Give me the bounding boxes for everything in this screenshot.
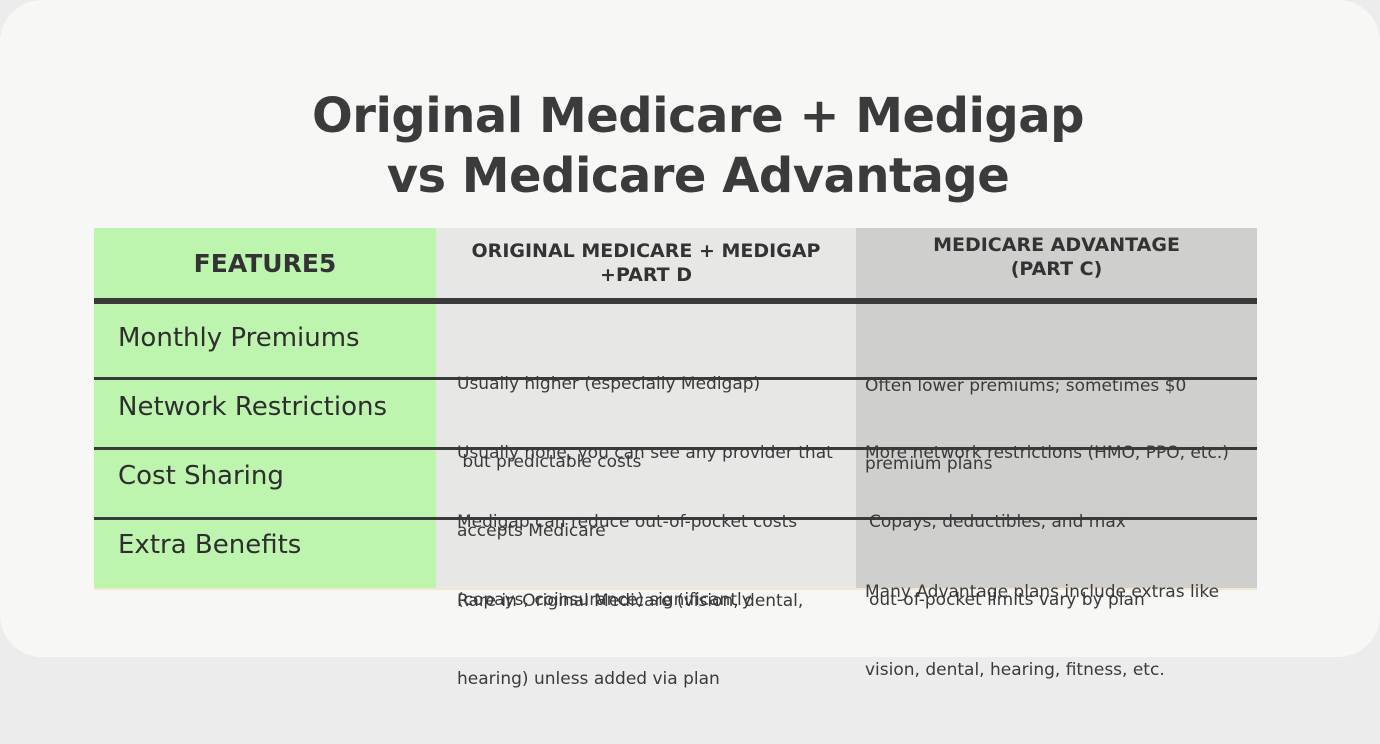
header-feature: FEATURE5 [193, 248, 337, 278]
original-medicare-column [436, 228, 856, 588]
medicare-advantage-column [856, 228, 1257, 588]
cell-original-extra-benefits: Rare in Original Medicare (vision, denta… [457, 536, 852, 744]
cell-line: More network restrictions (HMO, PPO, etc… [865, 443, 1229, 463]
infographic-card: Original Medicare + Medigap vs Medicare … [0, 0, 1380, 689]
feature-network-restrictions: Network Restrictions [118, 392, 388, 422]
feature-column [94, 228, 436, 588]
page-title: Original Medicare + Medigap vs Medicare … [0, 86, 1380, 206]
comparison-table: FEATURE5 ORIGINAL MEDICARE + MEDIGAP +PA… [94, 228, 1257, 689]
title-line-2: vs Medicare Advantage [386, 148, 1010, 204]
header-original-line-1: ORIGINAL MEDICARE + MEDIGAP [471, 240, 821, 262]
cell-line: vision, dental, hearing, fitness, etc. [865, 660, 1165, 680]
header-medicare-advantage: MEDICARE ADVANTAGE (PART C) [856, 222, 1257, 292]
cell-original-monthly-premiums: Usually higher (especially Medigap) but … [457, 319, 852, 527]
cell-line: (copays, coinsurance) significantly [457, 590, 752, 610]
cell-line: accepts Medicare [457, 521, 606, 541]
cell-line: Rare in Original Medicare (vision, denta… [457, 591, 804, 611]
cell-line: Usually higher (especially Medigap) [457, 374, 761, 394]
cell-advantage-extra-benefits: Many Advantage plans include extras like… [865, 527, 1255, 735]
cell-original-network-restrictions: Usually none, you can see any provider t… [457, 388, 852, 596]
cell-line: out-of-pocket limits vary by plan [869, 590, 1145, 610]
header-divider [94, 298, 1257, 304]
row-divider [94, 447, 1257, 450]
cell-line: hearing) unless added via plan [457, 669, 720, 689]
feature-extra-benefits: Extra Benefits [118, 530, 302, 560]
title-line-1: Original Medicare + Medigap [311, 88, 1085, 144]
cell-advantage-network-restrictions: More network restrictions (HMO, PPO, etc… [865, 388, 1255, 518]
header-original-line-2: +PART D [600, 264, 692, 286]
row-divider [94, 517, 1257, 520]
cell-original-cost-sharing: Medigap can reduce out-of-pocket costs (… [457, 457, 852, 665]
cell-line: Many Advantage plans include extras like [865, 582, 1220, 602]
table-bottom-edge [94, 588, 1257, 590]
cell-line: premium plans [865, 454, 993, 474]
feature-cost-sharing: Cost Sharing [118, 461, 284, 491]
header-original-medicare: ORIGINAL MEDICARE + MEDIGAP +PART D [436, 228, 856, 298]
cell-line: Copays, deductibles, and max [869, 512, 1126, 532]
header-advantage-line-1: MEDICARE ADVANTAGE [933, 234, 1180, 256]
cell-line: Usually none, you can see any provider t… [457, 443, 833, 463]
header-advantage-line-2: (PART C) [1010, 258, 1103, 280]
cell-advantage-monthly-premiums: Often lower premiums; sometimes $0 premi… [865, 321, 1255, 529]
feature-monthly-premiums: Monthly Premiums [118, 323, 360, 353]
cell-advantage-cost-sharing: Copays, deductibles, and max out-of-pock… [869, 457, 1259, 665]
row-divider [94, 377, 1257, 380]
cell-line: Medigap can reduce out-of-pocket costs [457, 512, 798, 532]
cell-line: but predictable costs [457, 452, 642, 472]
cell-line: Often lower premiums; sometimes $0 [865, 376, 1187, 396]
